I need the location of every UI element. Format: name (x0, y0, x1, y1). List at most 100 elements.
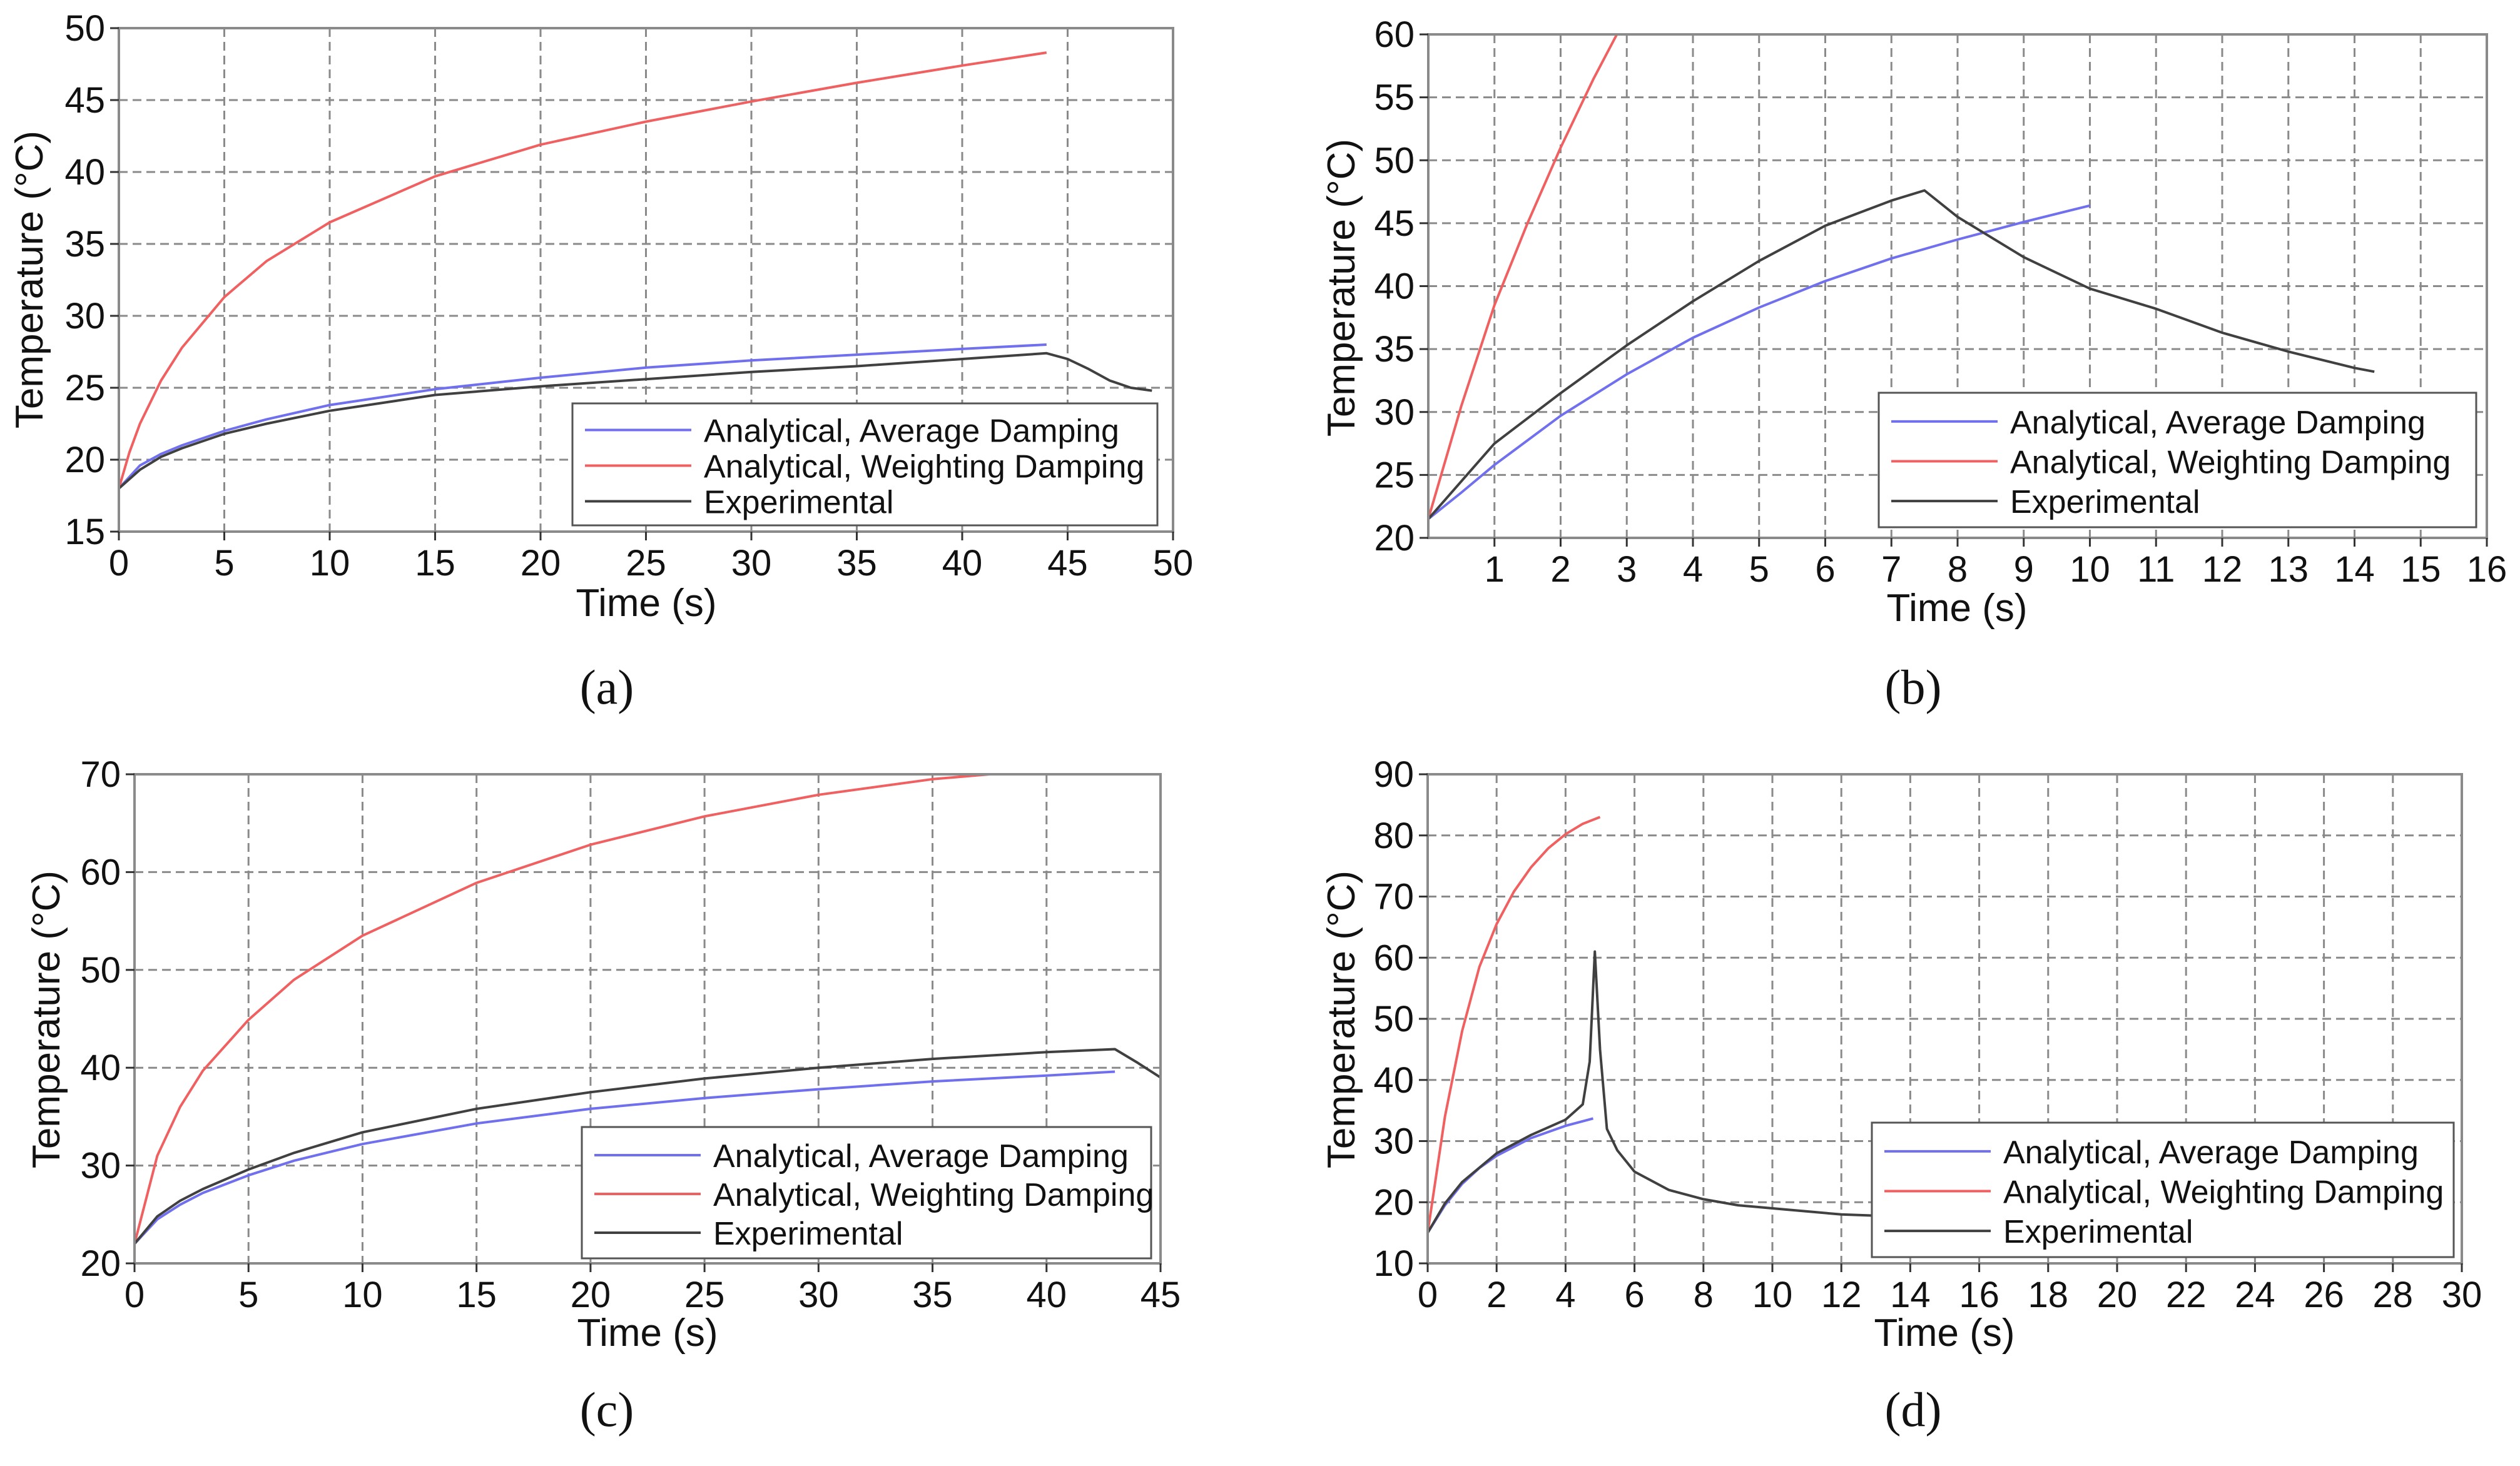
x-axis-label: Time (s) (1887, 587, 2028, 630)
x-tick-label: 30 (2442, 1275, 2482, 1315)
x-tick-label: 26 (2304, 1275, 2344, 1315)
series-line (118, 51, 1047, 489)
x-tick-label: 40 (942, 543, 983, 584)
legend-entry: Experimental (704, 485, 893, 521)
x-tick-label: 8 (1948, 549, 1968, 590)
x-tick-label: 40 (1027, 1275, 1067, 1315)
x-tick-label: 25 (626, 543, 666, 584)
x-tick-label: 6 (1815, 549, 1835, 590)
x-tick-label: 45 (1141, 1275, 1181, 1315)
y-axis-label: Temperature (°C) (1320, 139, 1363, 437)
y-axis-label: Temperature (°C) (8, 131, 51, 428)
legend-entry: Experimental (2003, 1214, 2193, 1250)
legend-entry: Analytical, Weighting Damping (713, 1177, 1154, 1213)
legend-entry: Analytical, Average Damping (2003, 1135, 2419, 1171)
y-axis-label: Temperature (°C) (25, 871, 68, 1168)
x-tick-label: 3 (1617, 549, 1637, 590)
x-tick-label: 14 (2334, 549, 2375, 590)
x-tick-label: 9 (2014, 549, 2034, 590)
y-tick-label: 70 (1373, 877, 1414, 918)
legend-entry: Analytical, Weighting Damping (2010, 445, 2451, 481)
legend-entry: Analytical, Average Damping (713, 1138, 1129, 1175)
y-tick-label: 60 (1374, 14, 1415, 55)
y-tick-label: 50 (64, 8, 105, 49)
y-tick-label: 25 (64, 368, 105, 408)
x-tick-label: 1 (1485, 549, 1505, 590)
x-tick-label: 24 (2235, 1275, 2275, 1315)
x-tick-label: 0 (1418, 1275, 1438, 1315)
legend-entry: Analytical, Average Damping (704, 413, 1119, 450)
y-tick-label: 90 (1373, 754, 1414, 795)
x-tick-label: 2 (1486, 1275, 1506, 1315)
y-tick-label: 10 (1373, 1243, 1414, 1284)
panel-label: (a) (580, 660, 634, 714)
series-line (133, 773, 990, 1245)
legend: Analytical, Average Damping Analytical, W… (1877, 392, 2477, 528)
x-tick-label: 12 (1821, 1275, 1862, 1315)
chart-panel-c: 0 5 10 15 20 25 30 35 40 45 20 30 40 50 60 70 Time (s) Te… (25, 754, 1181, 1437)
x-tick-label: 4 (1683, 549, 1703, 590)
series-line (1427, 189, 2375, 520)
x-tick-label: 28 (2373, 1275, 2414, 1315)
legend-entry: Analytical, Weighting Damping (2003, 1175, 2444, 1211)
y-tick-label: 30 (1373, 1121, 1414, 1162)
x-tick-label: 7 (1881, 549, 1901, 590)
x-axis-label: Time (s) (577, 1312, 718, 1355)
legend-entry: Analytical, Average Damping (2010, 405, 2426, 441)
y-tick-label: 25 (1374, 455, 1415, 495)
y-tick-label: 80 (1373, 816, 1414, 856)
y-tick-label: 40 (1373, 1060, 1414, 1101)
x-tick-label: 2 (1550, 549, 1570, 590)
panel-label: (b) (1885, 660, 1942, 714)
y-tick-label: 30 (1374, 392, 1415, 433)
x-tick-label: 30 (798, 1275, 839, 1315)
y-tick-label: 55 (1374, 78, 1415, 118)
x-tick-label: 50 (1153, 543, 1194, 584)
panel-label: (c) (580, 1382, 634, 1437)
y-tick-label: 60 (80, 852, 121, 892)
series-line (118, 351, 1152, 490)
y-axis-label: Temperature (°C) (1320, 871, 1363, 1168)
legend: Analytical, Average Damping Analytical, W… (1871, 1121, 2455, 1258)
y-tick-label: 45 (1374, 203, 1415, 244)
series-line (1427, 204, 2090, 520)
x-tick-label: 14 (1890, 1275, 1931, 1315)
x-tick-label: 5 (238, 1275, 258, 1315)
x-tick-label: 35 (836, 543, 877, 584)
x-axis-label: Time (s) (576, 582, 717, 625)
x-tick-label: 20 (521, 543, 561, 584)
y-tick-label: 40 (64, 152, 105, 193)
series-line (118, 343, 1047, 490)
y-tick-label: 40 (80, 1048, 121, 1088)
legend-entry: Experimental (713, 1216, 903, 1252)
x-tick-label: 4 (1555, 1275, 1575, 1315)
x-tick-label: 0 (109, 543, 129, 584)
x-tick-label: 15 (2401, 549, 2441, 590)
y-tick-label: 20 (64, 440, 105, 480)
y-tick-label: 35 (1374, 329, 1415, 370)
x-tick-label: 45 (1047, 543, 1088, 584)
y-tick-label: 50 (1374, 140, 1415, 181)
plot-frame (133, 773, 1162, 1265)
chart-panel-d: 0 2 4 6 8 10 12 14 16 18 20 22 24 26 28 301020304050607… (1320, 754, 2482, 1437)
chart-panel-b: 1 2 3 4 5 6 7 8 9 10 11 12 13 14 15 1620253035404550556… (1320, 14, 2507, 714)
x-tick-label: 15 (415, 543, 455, 584)
x-tick-label: 16 (1959, 1275, 1999, 1315)
x-tick-label: 0 (124, 1275, 145, 1315)
y-tick-label: 50 (80, 950, 121, 991)
x-tick-label: 6 (1624, 1275, 1644, 1315)
y-tick-label: 70 (80, 754, 121, 795)
y-tick-label: 30 (80, 1146, 121, 1186)
series-line (133, 1070, 1115, 1245)
series-line (1426, 950, 1876, 1234)
series-line (1426, 816, 1601, 1233)
x-tick-label: 20 (571, 1275, 611, 1315)
x-tick-label: 22 (2166, 1275, 2207, 1315)
y-tick-label: 30 (64, 296, 105, 336)
y-tick-label: 35 (64, 224, 105, 265)
series-line (133, 1048, 1162, 1245)
x-tick-label: 18 (2028, 1275, 2069, 1315)
panel-label: (d) (1885, 1382, 1942, 1437)
